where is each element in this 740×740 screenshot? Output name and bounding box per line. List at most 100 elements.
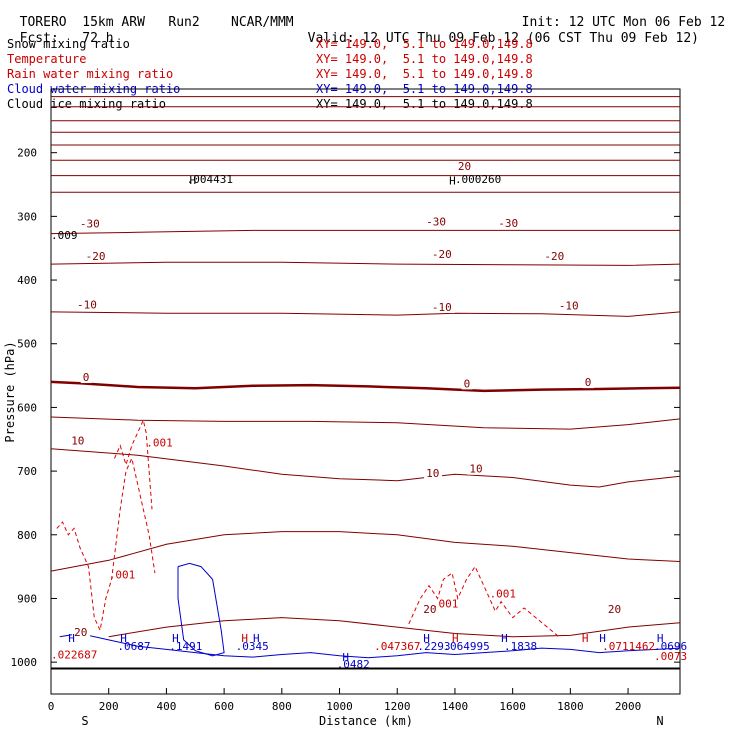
isotherm-label: -20 <box>544 250 564 263</box>
extremum-marker: H <box>449 175 456 188</box>
isotherm-label: -30 <box>80 218 100 231</box>
rain-label: .001 <box>432 598 459 611</box>
x-tick-label: 1800 <box>557 700 584 713</box>
cloud-water-label: .1491 <box>169 640 202 653</box>
y-tick-label: 900 <box>17 592 37 605</box>
isotherm-label: 0 <box>83 371 90 384</box>
x-tick-label: 0 <box>48 700 55 713</box>
isotherm-label-bg <box>74 299 100 311</box>
legend-xy-cloud-ice: XY= 149.0, 5.1 to 149.0,149.8 <box>316 97 533 111</box>
x-tick-label: 1400 <box>442 700 469 713</box>
legend-label-rain: Rain water mixing ratio <box>7 67 174 81</box>
y-axis-title: Pressure (hPa) <box>3 341 17 442</box>
extremum-marker: H <box>342 651 349 664</box>
isotherm-label-bg <box>77 218 103 230</box>
y-tick-label: 600 <box>17 401 37 414</box>
isotherm-label: 10 <box>426 467 439 480</box>
extremum-marker: H <box>599 632 606 645</box>
y-tick-label: 500 <box>17 338 37 351</box>
isotherm-label-bg <box>461 378 473 390</box>
contour-labels: -30 -30 -30 -20 -20 -20 -10 -10 -10 0 0 0 10 10 10 20 20… <box>51 160 687 671</box>
isotherm-label: -10 <box>77 298 97 311</box>
cloud-water-contours <box>59 562 681 659</box>
legend-xy-snow: XY= 149.0, 5.1 to 149.0,149.8 <box>316 37 533 51</box>
extremum-marker: H <box>582 632 589 645</box>
init-label: Init: <box>521 15 561 30</box>
valid-time: Valid: 12 UTC Thu 09 Feb 12 (06 CST Thu … <box>292 18 699 46</box>
isotherm-label-bg <box>582 377 594 389</box>
extremum-marker: H <box>241 632 248 645</box>
isotherm-label-bg <box>429 301 455 313</box>
isotherm-label-bg <box>429 249 455 261</box>
snow-label: .009 <box>51 229 78 242</box>
rain-contour-line <box>408 565 560 638</box>
isotherm-label-bg <box>72 626 91 638</box>
y-tick-label: 1000 <box>11 656 38 669</box>
isotherm-label-bg <box>424 468 443 480</box>
isotherm-label: -30 <box>426 216 446 229</box>
isotherm-line <box>50 311 681 317</box>
legend-label-temperature: Temperature <box>7 52 87 66</box>
isotherm-line <box>50 448 681 488</box>
rain-water-contours <box>56 418 560 638</box>
isotherm-label: 20 <box>458 160 471 173</box>
x-tick-label: 1000 <box>326 700 353 713</box>
cloud-water-contour-line <box>177 562 225 657</box>
isotherm-label: -10 <box>432 301 452 314</box>
rain-label: .001 <box>490 587 517 600</box>
extremum-marker: H <box>423 632 430 645</box>
isotherm-line <box>50 380 681 393</box>
isotherm-label-bg <box>605 603 624 615</box>
extremum-marker: H <box>120 632 127 645</box>
isotherm-label: -30 <box>498 217 518 230</box>
isotherm-label: -20 <box>432 248 452 261</box>
cloud-water-label: .1838 <box>504 640 537 653</box>
isotherm-label: 20 <box>423 603 436 616</box>
y-tick-label: 400 <box>17 274 37 287</box>
isotherm-label-bg <box>467 463 486 475</box>
x-tick-label: 600 <box>214 700 234 713</box>
extremum-marker: H <box>189 174 196 187</box>
cloud-water-label: .0687 <box>117 640 150 653</box>
x-tick-label: 200 <box>99 700 119 713</box>
model-run: Run2 <box>168 15 200 30</box>
isotherm-label-bg <box>556 300 582 312</box>
fcst-value: 72 h <box>82 31 114 46</box>
model-org: NCAR/MMM <box>231 15 294 30</box>
isotherm-label-bg <box>424 216 450 228</box>
y-tick-label: 800 <box>17 529 37 542</box>
extremum-marker: H <box>657 632 664 645</box>
rain-contour-line <box>56 456 156 632</box>
init-time: Init: 12 UTC Mon 06 Feb 12 <box>506 2 726 30</box>
isotherm-label: 20 <box>74 626 87 639</box>
isotherm-line <box>50 416 681 430</box>
cloud-water-label: .064995 <box>443 640 489 653</box>
isotherm-label: 0 <box>464 377 471 390</box>
legend-label-cloud-ice: Cloud ice mixing ratio <box>7 97 166 111</box>
isotherm-label-bg <box>83 251 109 263</box>
init-value: 12 UTC Mon 06 Feb 12 <box>568 15 726 30</box>
rain-label: .0073 <box>654 650 687 663</box>
isotherm-line <box>108 617 681 638</box>
rain-label: .022687 <box>51 649 97 662</box>
rain-label: .047367 <box>374 640 420 653</box>
isotherm-label-bg <box>542 251 568 263</box>
forecast-hour: Fcst: 72 h <box>4 18 114 46</box>
extremum-marker: H <box>68 632 75 645</box>
extremum-marker: H <box>253 632 260 645</box>
valid-label: Valid: <box>307 31 355 46</box>
legend-xy-temperature: XY= 149.0, 5.1 to 149.0,149.8 <box>316 52 533 66</box>
x-tick-label: 400 <box>156 700 176 713</box>
isotherm-label: 10 <box>469 463 482 476</box>
model-name: TORERO <box>19 15 67 30</box>
snow-label: .004431 <box>187 173 233 186</box>
model-resolution: 15km ARW <box>82 15 145 30</box>
y-tick-label: 200 <box>17 147 37 160</box>
x-axis: 0 200 400 600 800 1000 1200 1400 1600 1800 2000 <box>48 688 642 713</box>
isotherm-label: -20 <box>86 250 106 263</box>
x-tick-label: 2000 <box>615 700 642 713</box>
isotherm-label: 10 <box>71 435 84 448</box>
y-tick-label: 700 <box>17 465 37 478</box>
